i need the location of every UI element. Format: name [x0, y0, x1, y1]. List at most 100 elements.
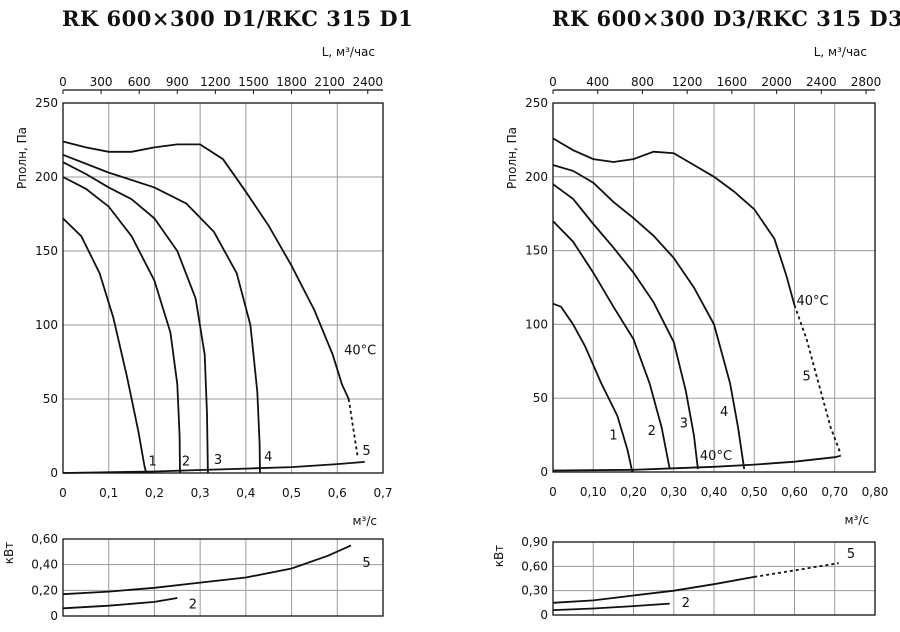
right-curve-label: 2: [648, 424, 656, 439]
right-x-tick-label: 0: [549, 485, 557, 499]
left-y-tick-label: 150: [35, 244, 58, 258]
left-x-tick-label: 0,4: [236, 486, 255, 500]
left-x-tick-label: 0,5: [282, 486, 301, 500]
right-curve-label: 40°C: [797, 294, 829, 309]
left-y-tick-label: 0: [50, 466, 58, 480]
left-curve-label: 40°C: [344, 344, 376, 359]
right-y-axis-label: Pполн, Па: [505, 127, 519, 189]
left-top-tick-label: 2400: [352, 75, 383, 89]
left-pressure-curve-5-dashed: [347, 398, 359, 459]
right-top-tick-label: 1200: [672, 75, 703, 89]
left-top-tick-label: 1500: [238, 75, 269, 89]
right-pressure-curve-1: [552, 302, 634, 473]
right-x-tick-label: 0,80: [862, 485, 889, 499]
left-y-tick-label: 50: [43, 392, 58, 406]
right-power-curve-2: [552, 602, 670, 611]
left-power-y-tick-label: 0,60: [31, 532, 58, 546]
right-x-tick-label: 0,40: [701, 485, 728, 499]
right-power-y-tick-label: 0: [540, 608, 548, 622]
left-power-curve-label: 2: [189, 597, 197, 612]
right-system-line: [552, 454, 842, 472]
right-top-tick-label: 2800: [851, 75, 882, 89]
right-pressure-frame: [552, 102, 876, 473]
right-power-y-tick-label: 0,30: [521, 584, 548, 598]
right-x-tick-label: 0,60: [781, 485, 808, 499]
left-system-line: [62, 461, 365, 474]
left-power-frame: [62, 538, 384, 617]
left-top-tick-label: 1800: [276, 75, 307, 89]
right-pressure-curve-5: [552, 137, 796, 306]
right-x-tick-label: 0,30: [660, 485, 687, 499]
left-x-tick-label: 0: [59, 486, 67, 500]
left-pressure-frame: [62, 102, 384, 474]
right-x-tick-label: 0,70: [821, 485, 848, 499]
chart-title-right: RK 600×300 D3/RKC 315 D3: [552, 6, 900, 31]
right-y-tick-label: 200: [525, 170, 548, 184]
left-top-tick-label: 900: [166, 75, 189, 89]
right-power-curve-5: [552, 576, 755, 604]
left-curve-label: 4: [264, 450, 272, 465]
left-top-tick-label: 0: [59, 75, 67, 89]
left-top-tick-label: 1200: [200, 75, 231, 89]
left-pressure-curve-5: [62, 140, 350, 400]
left-top-tick-label: 600: [128, 75, 151, 89]
left-top-tick-label: 300: [90, 75, 113, 89]
left-pressure-curve-1: [62, 217, 148, 474]
right-power-y-axis-label: кВт: [492, 545, 506, 567]
right-power-curve-5-dashed: [754, 562, 839, 578]
left-pressure-curve-4: [62, 153, 261, 474]
left-x-tick-label: 0,3: [191, 486, 210, 500]
right-top-axis-label: L, м³/час: [814, 45, 867, 59]
left-pressure-curve-3: [62, 161, 209, 474]
right-x-tick-label: 0,10: [580, 485, 607, 499]
right-power-curve-label: 5: [847, 547, 855, 562]
right-top-tick-label: 0: [549, 75, 557, 89]
left-curve-label: 3: [214, 453, 222, 468]
left-top-tick-label: 2100: [314, 75, 345, 89]
left-x-tick-label: 0,2: [145, 486, 164, 500]
right-pressure-curve-4: [552, 164, 746, 470]
left-pressure-curve-2: [62, 176, 181, 474]
right-top-tick-label: 800: [631, 75, 654, 89]
right-x-tick-label: 0,50: [741, 485, 768, 499]
left-power-y-tick-label: 0: [50, 609, 58, 623]
left-x-tick-label: 0,6: [328, 486, 347, 500]
left-y-tick-label: 200: [35, 170, 58, 184]
left-x-tick-label: 0,7: [373, 486, 392, 500]
left-power-curve-5: [62, 544, 352, 596]
right-top-tick-label: 2000: [761, 75, 792, 89]
left-y-tick-label: 100: [35, 318, 58, 332]
right-pressure-curve-5-dashed: [793, 304, 842, 455]
right-y-tick-label: 50: [533, 391, 548, 405]
left-bottom-axis-label: м³/с: [352, 514, 377, 528]
chart-title-left: RK 600×300 D1/RKC 315 D1: [62, 6, 414, 31]
right-power-y-tick-label: 0,90: [521, 535, 548, 549]
left-power-y-axis-label: кВт: [2, 542, 16, 564]
right-power-frame: [552, 541, 876, 616]
left-power-y-tick-label: 0,20: [31, 583, 58, 597]
right-curve-label: 1: [609, 429, 617, 444]
right-curve-label: 4: [720, 405, 728, 420]
right-y-tick-label: 100: [525, 317, 548, 331]
left-top-axis-label: L, м³/час: [322, 45, 375, 59]
right-top-tick-label: 2400: [806, 75, 837, 89]
left-power-curve-2: [62, 597, 178, 610]
right-top-tick-label: 400: [586, 75, 609, 89]
right-pressure-curve-2: [552, 220, 671, 470]
right-curve-label: 5: [803, 369, 811, 384]
left-power-y-tick-label: 0,40: [31, 558, 58, 572]
left-y-axis-label: Pполн, Па: [15, 127, 29, 189]
left-y-tick-label: 250: [35, 96, 58, 110]
right-curve-label: 40°C: [700, 449, 732, 464]
left-power-curve-label: 5: [362, 556, 370, 571]
left-curve-label: 1: [148, 455, 156, 470]
right-y-tick-label: 0: [540, 465, 548, 479]
right-x-tick-label: 0,20: [620, 485, 647, 499]
right-pressure-curve-3: [552, 183, 699, 470]
right-power-y-tick-label: 0,60: [521, 559, 548, 573]
left-curve-label: 2: [182, 455, 190, 470]
right-top-tick-label: 1600: [717, 75, 748, 89]
left-curve-label: 5: [362, 444, 370, 459]
right-bottom-axis-label: м³/с: [844, 513, 869, 527]
